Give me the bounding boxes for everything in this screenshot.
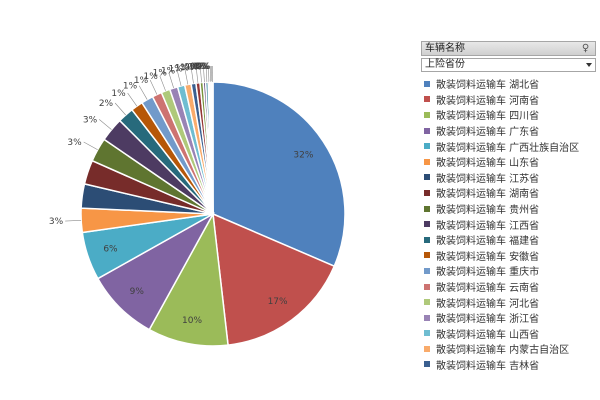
data-label: 17% <box>268 297 288 307</box>
legend-swatch <box>424 346 430 352</box>
field-header-label: 车辆名称 <box>425 43 465 54</box>
legend-item: 散装饲料运输车 重庆市 <box>424 263 600 279</box>
legend-swatch <box>424 221 430 227</box>
data-label: 0% <box>196 62 211 72</box>
legend-swatch <box>424 237 430 243</box>
legend-item: 散装饲料运输车 四川省 <box>424 107 600 123</box>
leader-line <box>139 86 147 100</box>
legend-item: 散装饲料运输车 湖南省 <box>424 185 600 201</box>
data-label: 3% <box>49 217 64 227</box>
legend-swatch <box>424 112 430 118</box>
data-label: 3% <box>67 138 82 148</box>
legend-label: 散装饲料运输车 山西省 <box>436 326 539 341</box>
leader-line <box>84 142 98 150</box>
legend-label: 散装饲料运输车 四川省 <box>436 107 539 122</box>
legend-swatch <box>424 174 430 180</box>
legend-label: 散装饲料运输车 河北省 <box>436 295 539 310</box>
legend-swatch <box>424 252 430 258</box>
legend-swatch <box>424 268 430 274</box>
legend-label: 散装饲料运输车 浙江省 <box>436 310 539 325</box>
field-select-insured-province[interactable]: 上险省份 <box>421 58 596 72</box>
legend-label: 散装饲料运输车 福建省 <box>436 232 539 247</box>
legend-swatch <box>424 315 430 321</box>
leader-line <box>150 80 157 94</box>
legend-label: 散装饲料运输车 河南省 <box>436 92 539 107</box>
legend-label: 散装饲料运输车 重庆市 <box>436 263 539 278</box>
legend-label: 散装饲料运输车 湖北省 <box>436 76 539 91</box>
legend-label: 散装饲料运输车 贵州省 <box>436 201 539 216</box>
legend-label: 散装饲料运输车 内蒙古自治区 <box>436 341 569 356</box>
legend-item: 散装饲料运输车 广西壮族自治区 <box>424 138 600 154</box>
legend-label: 散装饲料运输车 广西壮族自治区 <box>436 139 579 154</box>
field-header-vehicle-name[interactable]: 车辆名称 ♀ <box>421 41 596 56</box>
field-select-value: 上险省份 <box>425 59 465 70</box>
legend-swatch <box>424 330 430 336</box>
legend-swatch <box>424 206 430 212</box>
legend-item: 散装饲料运输车 河北省 <box>424 294 600 310</box>
legend-label: 散装饲料运输车 山东省 <box>436 154 539 169</box>
legend-swatch <box>424 361 430 367</box>
legend-swatch <box>424 190 430 196</box>
legend-item: 散装饲料运输车 山西省 <box>424 326 600 342</box>
legend-item: 散装饲料运输车 安徽省 <box>424 248 600 264</box>
data-label: 2% <box>99 99 114 109</box>
legend-item: 散装饲料运输车 广东省 <box>424 123 600 139</box>
legend-item: 散装饲料运输车 江西省 <box>424 216 600 232</box>
data-label: 9% <box>130 287 145 297</box>
leader-line <box>115 103 126 115</box>
legend-item: 散装饲料运输车 福建省 <box>424 232 600 248</box>
filter-icon[interactable]: ♀ <box>580 43 591 54</box>
legend-label: 散装饲料运输车 安徽省 <box>436 248 539 263</box>
legend-label: 散装饲料运输车 江苏省 <box>436 170 539 185</box>
legend-item: 散装饲料运输车 山东省 <box>424 154 600 170</box>
data-label: 3% <box>83 115 98 125</box>
leader-line <box>128 93 137 106</box>
dropdown-icon[interactable] <box>586 63 592 67</box>
legend-item: 散装饲料运输车 江苏省 <box>424 170 600 186</box>
legend-item: 散装饲料运输车 贵州省 <box>424 201 600 217</box>
legend-item: 散装饲料运输车 内蒙古自治区 <box>424 341 600 357</box>
legend-item: 散装饲料运输车 浙江省 <box>424 310 600 326</box>
legend-swatch <box>424 143 430 149</box>
data-label: 32% <box>293 150 313 160</box>
chart-legend: 散装饲料运输车 湖北省散装饲料运输车 河南省散装饲料运输车 四川省散装饲料运输车… <box>424 76 600 372</box>
legend-label: 散装饲料运输车 云南省 <box>436 279 539 294</box>
legend-swatch <box>424 96 430 102</box>
legend-label: 散装饲料运输车 江西省 <box>436 217 539 232</box>
legend-label: 散装饲料运输车 吉林省 <box>436 357 539 372</box>
legend-swatch <box>424 299 430 305</box>
data-label: 6% <box>103 245 118 255</box>
legend-item: 散装饲料运输车 湖北省 <box>424 76 600 92</box>
legend-item: 散装饲料运输车 吉林省 <box>424 357 600 373</box>
legend-swatch <box>424 81 430 87</box>
pie-slice <box>212 82 213 214</box>
leader-line <box>65 220 81 221</box>
legend-swatch <box>424 159 430 165</box>
data-label: 10% <box>182 316 202 326</box>
legend-item: 散装饲料运输车 云南省 <box>424 279 600 295</box>
leader-line <box>99 119 111 129</box>
legend-swatch <box>424 128 430 134</box>
legend-item: 散装饲料运输车 河南省 <box>424 92 600 108</box>
legend-label: 散装饲料运输车 广东省 <box>436 123 539 138</box>
legend-label: 散装饲料运输车 湖南省 <box>436 185 539 200</box>
legend-swatch <box>424 284 430 290</box>
